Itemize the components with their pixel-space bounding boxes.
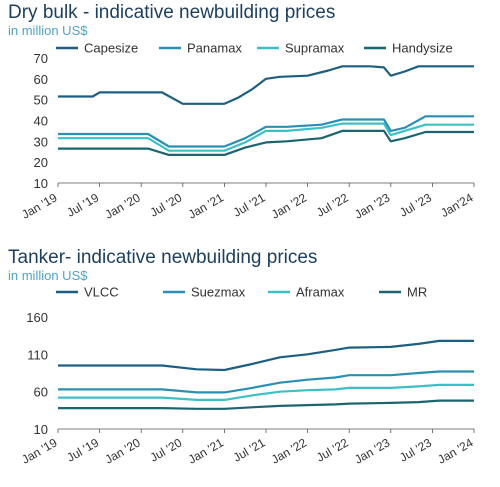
dry-bulk-y-tick-label-1: 20 xyxy=(34,155,48,170)
tanker-y-tick-label-3: 160 xyxy=(26,310,48,325)
tanker-x-tick-label-4: Jan '21 xyxy=(186,435,226,466)
tanker-x-tick-label-3: Jul '20 xyxy=(148,435,185,464)
tanker-legend-label-1: Suezmax xyxy=(191,285,246,300)
tanker-x-tick-label-0: Jan '19 xyxy=(19,435,59,466)
tanker-chart-subtitle: in million US$ xyxy=(8,268,88,283)
tanker-legend-label-2: Aframax xyxy=(296,285,345,300)
tanker-chart-panel: Tanker- indicative newbuilding prices in… xyxy=(0,245,500,487)
dry-bulk-x-tick-label-6: Jan '22 xyxy=(269,190,309,221)
dry-bulk-chart-panel: Dry bulk - indicative newbuilding prices… xyxy=(0,0,500,240)
tanker-chart-title: Tanker- indicative newbuilding prices xyxy=(8,247,318,268)
dry-bulk-x-tick-label-7: Jul '22 xyxy=(314,190,351,219)
tanker-series-line-mr xyxy=(58,399,474,410)
dry-bulk-x-tick-label-5: Jul '21 xyxy=(231,190,268,219)
tanker-series-line-vlcc xyxy=(58,339,474,372)
tanker-legend-label-0: VLCC xyxy=(84,285,119,300)
tanker-x-tick-label-5: Jul '21 xyxy=(231,435,268,464)
dry-bulk-series-line-panamax xyxy=(58,115,474,148)
dry-bulk-legend-label-2: Supramax xyxy=(285,41,345,56)
tanker-x-tick-label-8: Jan '23 xyxy=(352,435,392,466)
dry-bulk-y-tick-label-4: 50 xyxy=(34,93,48,108)
dry-bulk-x-tick-label-1: Jul '19 xyxy=(64,190,101,219)
dry-bulk-y-tick-label-0: 10 xyxy=(34,176,48,191)
tanker-x-tick-label-1: Jul '19 xyxy=(64,435,101,464)
tanker-series-line-suezmax xyxy=(58,370,474,394)
dry-bulk-chart-title: Dry bulk - indicative newbuilding prices xyxy=(8,2,336,23)
dry-bulk-x-tick-label-3: Jul '20 xyxy=(148,190,185,219)
dry-bulk-y-tick-label-3: 40 xyxy=(34,114,48,129)
dry-bulk-x-tick-label-4: Jan '21 xyxy=(186,190,226,221)
tanker-y-tick-label-0: 10 xyxy=(34,422,48,437)
dry-bulk-chart-subtitle: in million US$ xyxy=(8,23,88,38)
tanker-legend-label-3: MR xyxy=(407,285,427,300)
tanker-y-tick-label-1: 60 xyxy=(34,385,48,400)
tanker-x-tick-label-6: Jan '22 xyxy=(269,435,309,466)
dry-bulk-series-line-handysize xyxy=(58,129,474,156)
dry-bulk-x-tick-label-2: Jan '20 xyxy=(103,190,143,221)
dry-bulk-legend-label-3: Handysize xyxy=(392,41,453,56)
dry-bulk-x-tick-label-8: Jan '23 xyxy=(352,190,392,221)
dry-bulk-legend-label-1: Panamax xyxy=(187,41,242,56)
dry-bulk-x-tick-label-9: Jul '23 xyxy=(397,190,434,219)
dry-bulk-x-tick-label-0: Jan '19 xyxy=(19,190,59,221)
tanker-x-tick-label-7: Jul '22 xyxy=(314,435,351,464)
tanker-x-tick-label-10: Jan '24 xyxy=(435,435,475,466)
dry-bulk-series-line-supramax xyxy=(58,122,474,152)
dry-bulk-x-tick-label-10: Jan'24 xyxy=(438,190,476,220)
dry-bulk-y-tick-label-2: 30 xyxy=(34,134,48,149)
dry-bulk-line-chart: Capesize Panamax Supramax Handysize 10 20 30 40… xyxy=(19,41,476,222)
dry-bulk-y-tick-label-5: 60 xyxy=(34,72,48,87)
tanker-series-line-aframax xyxy=(58,383,474,401)
tanker-x-tick-label-9: Jul '23 xyxy=(397,435,434,464)
tanker-y-tick-label-2: 110 xyxy=(27,347,48,362)
dry-bulk-legend-label-0: Capesize xyxy=(84,41,138,56)
dry-bulk-y-tick-label-6: 70 xyxy=(34,51,48,66)
tanker-x-tick-label-2: Jan '20 xyxy=(103,435,143,466)
dry-bulk-series-line-capesize xyxy=(58,65,474,105)
